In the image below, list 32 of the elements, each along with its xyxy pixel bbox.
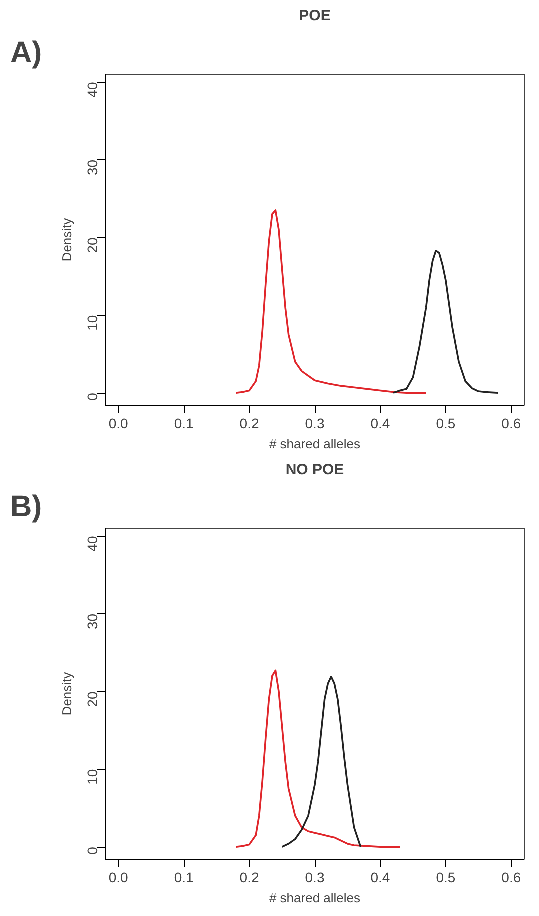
x-tick-label: 0.3 bbox=[305, 870, 325, 886]
x-tick-label: 0.0 bbox=[108, 416, 129, 432]
x-axis-title: # shared alleles bbox=[269, 890, 362, 906]
y-axis-title: Density bbox=[60, 218, 74, 262]
x-tick-label: 0.4 bbox=[370, 416, 390, 432]
x-tick-label: 0.1 bbox=[174, 416, 194, 432]
y-tick-label: 10 bbox=[84, 315, 100, 331]
text: B) bbox=[10, 490, 42, 524]
y-tick-label: 20 bbox=[84, 691, 100, 708]
x-tick-label: 0.6 bbox=[502, 416, 522, 432]
x-tick-label: 0.3 bbox=[305, 416, 325, 432]
y-tick-label: 0 bbox=[84, 846, 100, 855]
y-tick-label: 40 bbox=[84, 82, 100, 98]
y-tick-label: 40 bbox=[84, 536, 100, 552]
x-tick-label: 0.2 bbox=[240, 416, 260, 432]
x-tick-label: 0.6 bbox=[502, 870, 522, 886]
chart-title: NO POE bbox=[286, 462, 344, 478]
y-tick-label: 20 bbox=[84, 237, 100, 254]
y-tick-label: 0 bbox=[84, 392, 100, 401]
x-tick-label: 0.0 bbox=[108, 870, 129, 886]
x-tick-label: 0.2 bbox=[240, 870, 260, 886]
chart-title: POE bbox=[299, 8, 331, 24]
y-tick-label: 30 bbox=[84, 160, 100, 176]
x-tick-label: 0.5 bbox=[436, 416, 456, 432]
y-tick-label: 30 bbox=[84, 614, 100, 630]
x-tick-label: 0.1 bbox=[174, 870, 194, 886]
y-tick-label: 10 bbox=[84, 769, 100, 785]
x-tick-label: 0.5 bbox=[436, 870, 456, 886]
x-tick-label: 0.4 bbox=[370, 870, 390, 886]
y-axis-title: Density bbox=[60, 672, 74, 716]
text: A) bbox=[10, 36, 42, 70]
x-axis-title: # shared alleles bbox=[269, 436, 362, 452]
